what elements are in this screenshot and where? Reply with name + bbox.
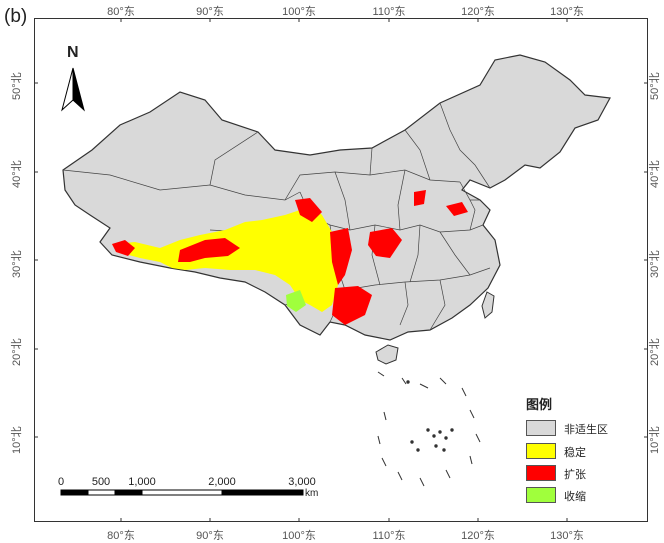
- hainan-island: [375, 344, 399, 365]
- map-frame: [34, 18, 648, 522]
- legend-item-expansion: 扩张: [526, 465, 636, 483]
- legend-swatch: [526, 487, 556, 503]
- lon-tick-bottom: 100°东: [282, 530, 316, 542]
- legend-swatch: [526, 443, 556, 459]
- province-boundaries: [62, 102, 491, 331]
- china-landmass: [62, 54, 611, 341]
- lon-tick-top: 130°东: [550, 6, 584, 18]
- lon-tick-bottom: 110°东: [372, 530, 406, 542]
- legend-item-stable: 稳定: [526, 443, 636, 461]
- legend-label: 非适生区: [564, 424, 608, 436]
- expansion-shandong: [446, 202, 468, 216]
- panel-label: (b): [4, 6, 28, 27]
- taiwan-island: [481, 291, 495, 319]
- expansion-shanxi: [414, 190, 426, 206]
- lon-tick-top: 120°东: [461, 6, 495, 18]
- lon-tick-bottom: 130°东: [550, 530, 584, 542]
- legend-title: 图例: [526, 397, 553, 412]
- expansion-tibet-west: [112, 240, 135, 256]
- lon-tick-bottom: 80°东: [107, 530, 135, 542]
- lon-tick-top: 80°东: [107, 6, 135, 18]
- lon-tick-top: 110°东: [372, 6, 406, 18]
- south-china-sea-islands: [377, 371, 481, 487]
- legend-label: 稳定: [564, 447, 586, 459]
- lon-tick-top: 100°东: [282, 6, 316, 18]
- legend-swatch: [526, 420, 556, 436]
- legend-label: 收缩: [564, 491, 586, 503]
- scale-label: 3,000: [288, 476, 316, 488]
- contraction-region: [286, 290, 306, 312]
- frame-ticks: [34, 18, 648, 522]
- lon-tick-bottom: 90°东: [196, 530, 224, 542]
- legend-item-contraction: 收缩: [526, 487, 636, 505]
- expansion-sichuan-east: [330, 228, 352, 285]
- scale-label: 500: [91, 476, 111, 488]
- expansion-yunnan: [332, 286, 372, 325]
- expansion-shaanxi: [368, 228, 402, 258]
- scale-unit: km: [305, 488, 319, 499]
- lon-tick-top: 90°东: [196, 6, 224, 18]
- scale-label: 2,000: [208, 476, 236, 488]
- lon-tick-bottom: 120°东: [461, 530, 495, 542]
- scale-label: 1,000: [128, 476, 156, 488]
- legend-item-unsuitable: 非适生区: [526, 420, 636, 438]
- stable-region: [112, 205, 338, 312]
- scale-bar-graphic: [60, 489, 304, 496]
- scale-label: 0: [57, 476, 65, 488]
- legend-label: 扩张: [564, 469, 586, 481]
- north-arrow-label: N: [67, 44, 79, 61]
- legend-swatch: [526, 465, 556, 481]
- north-arrow-icon: [61, 67, 85, 112]
- expansion-qinghai: [295, 198, 322, 222]
- expansion-tibet-central: [178, 238, 240, 262]
- expansion-regions: [112, 190, 468, 325]
